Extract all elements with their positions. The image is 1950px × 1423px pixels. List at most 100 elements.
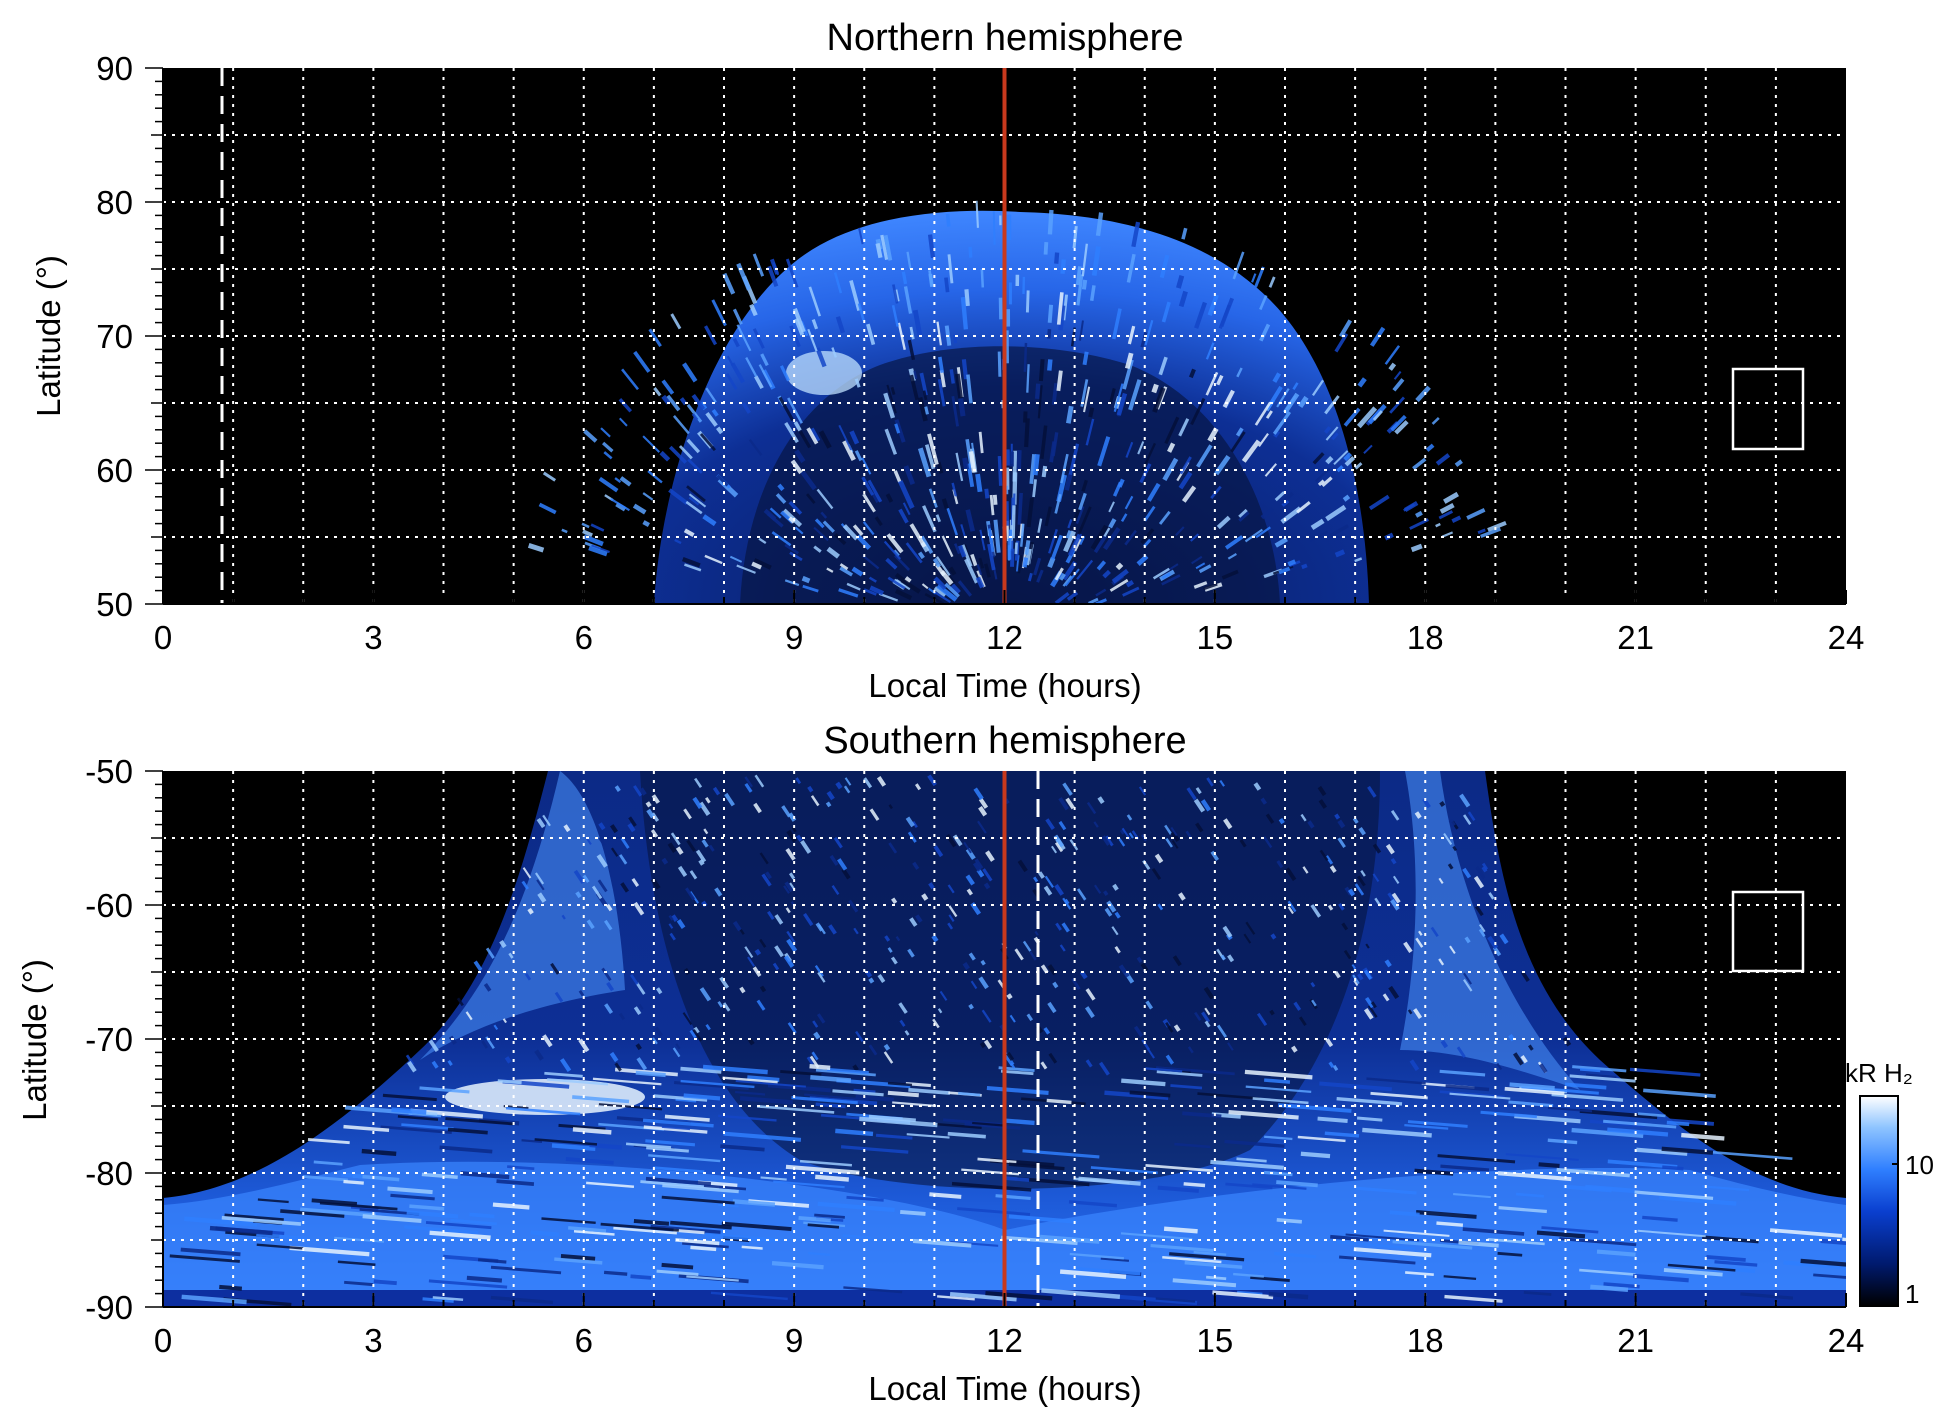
north-streak (1108, 501, 1115, 513)
south-streak (1051, 845, 1058, 854)
south-streak (280, 1209, 345, 1218)
south-streak (1536, 1230, 1586, 1239)
south-streak (813, 1031, 821, 1040)
south-streak (1210, 850, 1220, 862)
south-streak (1538, 1162, 1560, 1169)
south-streak (702, 1064, 768, 1075)
north-streak (1064, 473, 1073, 491)
south-streak (535, 872, 545, 885)
south-title: Southern hemisphere (823, 720, 1186, 762)
north-streak (949, 369, 955, 384)
south-streak (921, 893, 929, 901)
south-streak (661, 1195, 735, 1205)
south-streak (853, 927, 859, 935)
north-streak (1082, 351, 1089, 366)
south-streak (550, 962, 560, 975)
north-streak (944, 277, 950, 293)
south-streak (963, 841, 972, 854)
south-streak (1045, 818, 1055, 830)
south-streak (1372, 873, 1380, 882)
north-streak (1024, 418, 1030, 448)
south-streak (669, 932, 676, 941)
south-streak (1596, 1249, 1636, 1257)
north-streak (748, 438, 763, 456)
south-streak (224, 1213, 284, 1222)
south-streak (843, 785, 851, 794)
north-streak (1329, 524, 1349, 538)
south-streak (964, 1122, 1021, 1130)
north-streak (784, 543, 800, 555)
north-streak (922, 505, 937, 533)
south-streak (460, 1171, 510, 1180)
north-streak (1238, 508, 1248, 519)
north-streak (749, 303, 758, 317)
south-streak (1332, 1064, 1339, 1071)
north-streak (591, 544, 610, 554)
north-streak (1023, 411, 1028, 423)
south-streak (680, 1066, 722, 1074)
north-streak (1317, 479, 1325, 487)
south-streak (1438, 958, 1445, 966)
south-streak (1118, 964, 1130, 978)
north-streak (976, 564, 983, 576)
south-streak (473, 960, 483, 972)
south-streak (1178, 892, 1186, 901)
south-streak (542, 814, 551, 827)
north-streak (826, 546, 840, 559)
north-streak (779, 365, 790, 382)
south-streak (469, 1212, 495, 1219)
south-streak (1001, 1235, 1078, 1246)
south-streak (1041, 1288, 1121, 1299)
north-streak (936, 583, 958, 602)
north-streak (909, 523, 927, 548)
north-streak (1062, 575, 1073, 587)
south-streak (888, 804, 893, 810)
south-streak (723, 1131, 802, 1142)
south-streak (544, 1071, 583, 1078)
north-streak (1451, 515, 1462, 523)
south-streak (524, 973, 532, 981)
south-streak (705, 1024, 711, 1031)
north-streak (862, 554, 880, 570)
south-streak (837, 858, 848, 871)
north-streak (1435, 522, 1441, 528)
north-streak (1032, 479, 1037, 498)
south-streak (760, 1176, 787, 1181)
south-streak (1141, 1039, 1151, 1051)
north-streak (1124, 495, 1134, 510)
north-streak (909, 326, 915, 340)
north-streak (1259, 323, 1271, 342)
south-streak (1274, 1251, 1317, 1259)
north-streak (946, 507, 958, 536)
north-streak (1122, 359, 1134, 390)
north-streak (901, 271, 908, 285)
south-streak (1194, 1011, 1202, 1021)
south-xtick-label: 3 (364, 1322, 382, 1359)
north-streak (1356, 406, 1378, 429)
north-streak (618, 398, 633, 413)
north-streak (1095, 212, 1104, 237)
south-streak (1464, 936, 1471, 944)
north-streak (890, 386, 896, 396)
north-streak (1014, 542, 1018, 555)
south-streak (717, 1001, 724, 1008)
south-streak (695, 849, 707, 863)
south-streak (708, 844, 715, 852)
north-streak (1325, 456, 1334, 465)
south-streak (606, 981, 615, 992)
south-streak (635, 1043, 642, 1051)
south-streak (672, 1047, 681, 1058)
south-streak (1681, 1132, 1725, 1141)
south-streak (1058, 820, 1067, 831)
north-streak (542, 471, 557, 482)
south-xtick-label: 21 (1617, 1322, 1654, 1359)
north-streak (661, 379, 675, 395)
south-streak (1390, 857, 1397, 865)
south-streak (979, 1041, 986, 1049)
south-streak (1473, 875, 1485, 889)
south-streak (1008, 1214, 1078, 1224)
south-streak (670, 832, 681, 846)
north-streak (1137, 441, 1145, 455)
south-streak (1467, 811, 1476, 822)
south-streak (604, 1003, 614, 1014)
